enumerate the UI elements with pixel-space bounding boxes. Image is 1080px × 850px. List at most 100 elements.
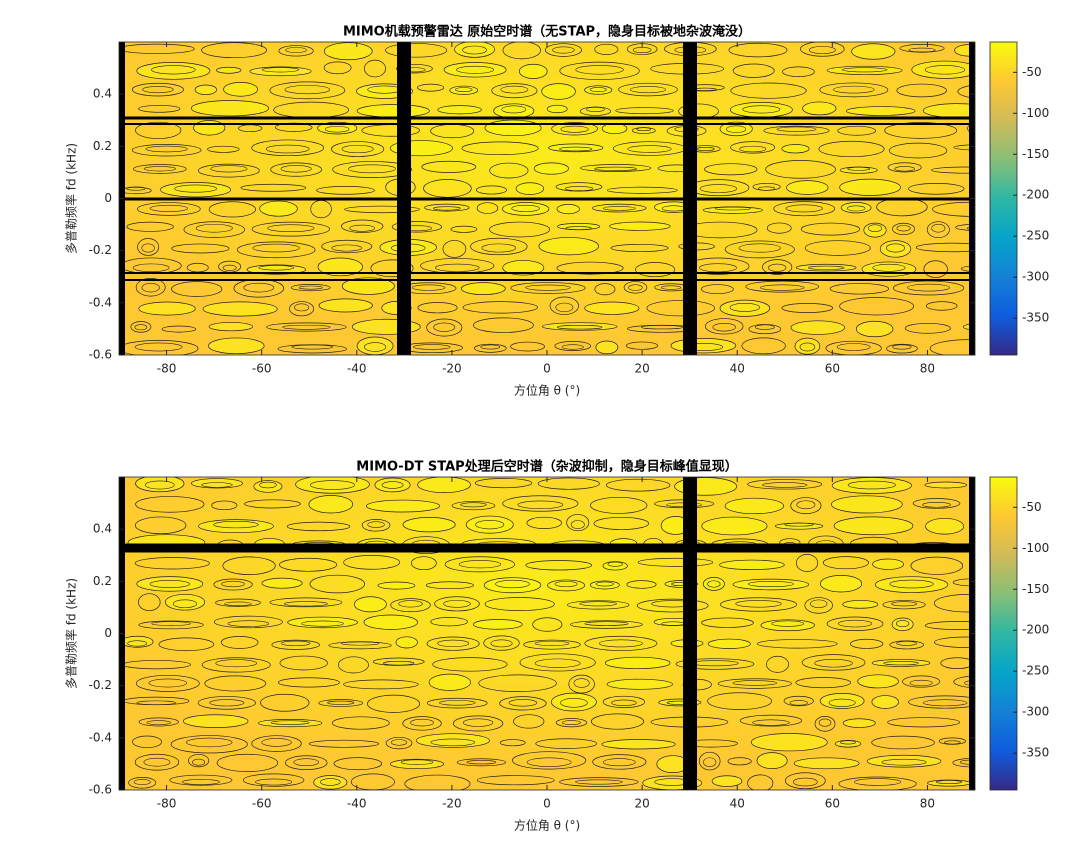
contour-line: [773, 201, 836, 217]
contour-line: [210, 165, 248, 173]
x-axis-label: 方位角 θ (°): [514, 818, 580, 833]
contour-line: [570, 520, 585, 529]
contour-line: [131, 82, 184, 97]
contour-line: [836, 343, 871, 351]
contour-field: [119, 42, 975, 355]
contour-line: [325, 125, 350, 133]
contour-line: [724, 497, 784, 515]
contour-line: [502, 260, 545, 276]
contour-line: [261, 577, 303, 589]
contour-line: [730, 141, 776, 154]
contour-line: [143, 757, 171, 767]
contour-line: [741, 337, 786, 355]
contour-line: [886, 243, 906, 253]
contour-line: [636, 598, 709, 613]
contour-line: [636, 127, 651, 132]
contour-line: [892, 280, 965, 296]
contour-line: [934, 636, 975, 648]
dense-contour-band: [119, 197, 975, 201]
contour-line: [202, 301, 278, 317]
contour-line: [323, 42, 373, 61]
contour-line: [519, 653, 596, 672]
contour-line: [151, 621, 191, 626]
dense-contour-band: [119, 272, 975, 274]
contour-line: [222, 556, 276, 575]
contour-line: [259, 200, 298, 217]
contour-line: [290, 284, 331, 292]
contour-line: [801, 654, 866, 671]
contour-line: [209, 699, 245, 707]
contour-line: [784, 522, 814, 527]
contour-line: [912, 498, 961, 509]
dense-contour-band: [119, 116, 975, 120]
contour-line: [151, 65, 196, 75]
contour-line: [590, 496, 648, 514]
contour-line: [472, 619, 523, 630]
contour-line: [584, 635, 658, 651]
contour-line: [170, 735, 248, 754]
contour-line: [814, 716, 836, 732]
contour-line: [270, 162, 322, 177]
contour-line: [637, 557, 714, 567]
contour-line: [246, 264, 306, 275]
contour-line: [762, 482, 808, 488]
contour-line: [158, 637, 215, 652]
dense-contour-band: [683, 477, 697, 790]
contour-line: [842, 718, 876, 728]
contour-line: [541, 83, 576, 100]
contour-line: [499, 696, 547, 711]
contour-line: [698, 751, 721, 771]
contour-line: [719, 121, 753, 137]
x-tick-label: 20: [634, 797, 649, 811]
contour-line: [255, 778, 293, 786]
contour-line: [902, 675, 941, 688]
contour-line: [298, 285, 323, 290]
contour-line: [886, 343, 918, 354]
contour-line: [433, 206, 461, 211]
contour-line: [895, 620, 910, 628]
contour-line: [478, 674, 557, 692]
contour-line: [396, 63, 433, 74]
contour-line: [819, 82, 889, 98]
contour-line: [381, 481, 404, 489]
contour-line: [480, 344, 501, 350]
contour-line: [366, 499, 441, 513]
contour-line: [404, 774, 471, 790]
contour-line: [790, 497, 822, 515]
colorbar-tick-label: -250: [1022, 664, 1049, 678]
contour-line: [430, 617, 468, 627]
contour-line: [192, 758, 206, 766]
contour-line: [547, 579, 586, 592]
contour-line: [732, 63, 775, 78]
contour-line: [807, 265, 845, 270]
contour-line: [701, 516, 768, 536]
contour-line: [584, 621, 629, 626]
contour-line: [703, 757, 717, 767]
contour-line: [489, 221, 550, 238]
colorbar-tick-label: -250: [1022, 229, 1049, 243]
contour-line: [141, 282, 160, 293]
contour-line: [810, 599, 828, 609]
contour-line: [840, 740, 856, 745]
contour-line: [560, 125, 589, 133]
contour-line: [143, 166, 177, 172]
contour-line: [776, 126, 817, 132]
x-tick-label: 0: [543, 797, 551, 811]
contour-line: [133, 779, 151, 785]
contour-line: [551, 122, 598, 136]
contour-line: [197, 696, 256, 710]
contour-line: [201, 482, 233, 488]
contour-line: [757, 639, 838, 649]
contour-line: [851, 43, 896, 60]
contour-line: [699, 184, 738, 193]
contour-line: [584, 85, 613, 95]
contour-line: [555, 182, 603, 192]
contour-line: [213, 578, 253, 591]
contour-line: [207, 145, 240, 153]
contour-line: [444, 556, 516, 573]
contour-line: [826, 616, 884, 631]
contour-line: [904, 322, 951, 334]
contour-line: [730, 82, 807, 99]
contour-line: [556, 204, 581, 215]
contour-line: [585, 106, 605, 112]
